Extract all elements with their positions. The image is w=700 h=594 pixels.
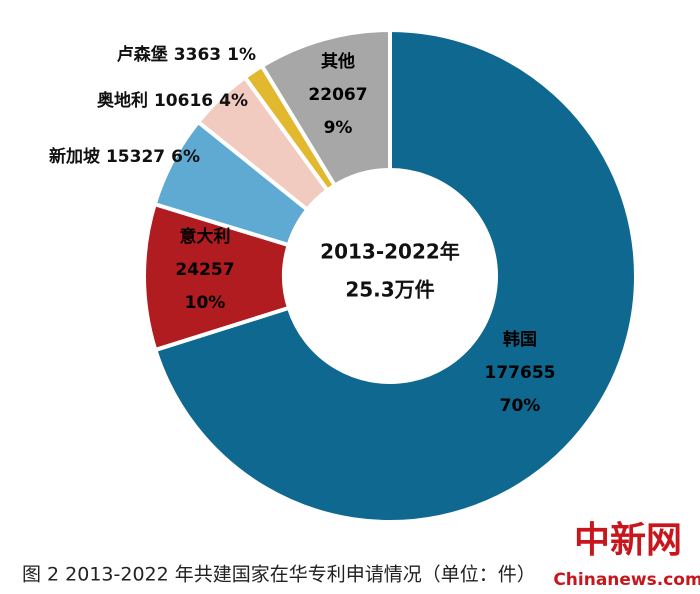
caption: 图 2 2013-2022 年共建国家在华专利申请情况（单位：件）: [22, 564, 536, 586]
center-text: 2013-2022年: [320, 240, 460, 264]
slice-label: 奥地利 10616 4%: [97, 90, 248, 111]
slice-value: 15327: [106, 147, 165, 167]
slice-percent: 9%: [324, 118, 353, 138]
slice-name: 卢森堡: [117, 44, 168, 65]
slice-percent: 10%: [185, 293, 226, 313]
watermark: 中新网: [574, 519, 682, 561]
labels: 韩国 177655 70% 意大利 24257 10% 新加坡 15327 6% 奥地利 10616…: [49, 44, 556, 416]
slice-percent: 4%: [219, 91, 248, 111]
slice-name: 韩国: [503, 329, 537, 350]
slice-percent: 70%: [500, 396, 541, 416]
slice-name: 奥地利: [97, 90, 148, 111]
slice-name: 意大利: [180, 226, 231, 247]
watermark: Chinanews.com: [553, 570, 700, 590]
slice-label: 新加坡 15327 6%: [49, 146, 200, 167]
slice: [152, 27, 638, 524]
slice-label: 卢森堡 3363 1%: [117, 44, 256, 65]
slice-value: 10616: [154, 91, 213, 111]
slice-value: 22067: [308, 85, 367, 105]
slice-percent: 6%: [171, 147, 200, 167]
slice-name: 其他: [321, 51, 355, 72]
center-text: 25.3万件: [345, 278, 434, 302]
slice-value: 3363: [174, 45, 221, 65]
slice-percent: 1%: [227, 45, 256, 65]
slice-value: 24257: [175, 260, 234, 280]
slice: [259, 27, 392, 189]
slice-value: 177655: [485, 363, 556, 383]
slice-name: 新加坡: [49, 146, 100, 167]
